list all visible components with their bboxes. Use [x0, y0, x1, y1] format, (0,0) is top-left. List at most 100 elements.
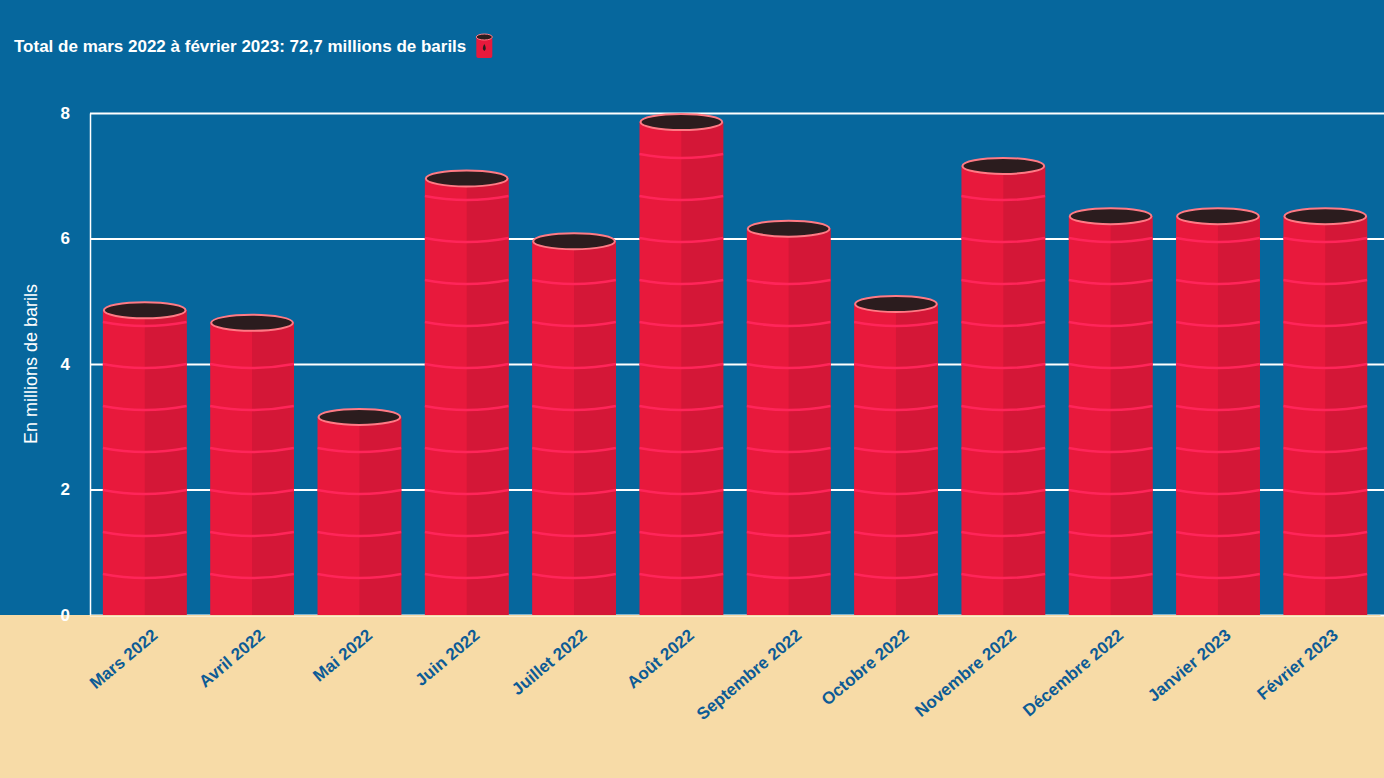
barrel-hoop — [1283, 490, 1367, 494]
barrel — [961, 158, 1045, 615]
y-tick-label: 0 — [61, 606, 70, 625]
bar-shade — [789, 229, 831, 615]
barrel-hoop — [318, 448, 402, 452]
grid-line — [90, 113, 1384, 115]
icon-drop — [483, 44, 486, 51]
x-tick-label: Juin 2022 — [412, 626, 484, 690]
barrel-hoop — [961, 406, 1045, 410]
bar — [961, 166, 1045, 615]
title-icon — [476, 34, 492, 58]
barrel-top — [104, 302, 186, 318]
bar — [103, 310, 187, 615]
x-tick-label: Mars 2022 — [86, 626, 161, 693]
barrel-hoop — [961, 574, 1045, 578]
barrel-hoop — [1283, 406, 1367, 410]
barrel-hoop — [425, 238, 509, 242]
y-tick-label: 4 — [61, 355, 71, 374]
bar — [318, 417, 402, 615]
barrel-hoop — [318, 532, 402, 536]
bar-shade — [1218, 216, 1260, 615]
bar-shade — [145, 310, 187, 615]
barrel-hoop — [1283, 322, 1367, 326]
barrel-hoop — [425, 532, 509, 536]
bar-shade — [467, 178, 509, 615]
barrel-top — [1284, 208, 1366, 224]
barrel-hoop — [532, 532, 616, 536]
bar-shade — [896, 304, 938, 615]
barrel-hoop — [854, 448, 938, 452]
x-tick-label: Septembre 2022 — [693, 626, 805, 724]
barrel-top — [962, 158, 1044, 174]
x-tick-label: Octobre 2022 — [818, 626, 913, 710]
barrel-hoop — [961, 238, 1045, 242]
barrel-hoop — [854, 322, 938, 326]
barrel-hoop — [747, 406, 831, 410]
barrel-hoop — [425, 490, 509, 494]
barrel-hoop — [1176, 406, 1260, 410]
x-tick: Mars 2022 — [86, 615, 161, 693]
barrel-hoop — [1069, 406, 1153, 410]
barrel-hoop — [103, 448, 187, 452]
barrel-hoop — [1176, 322, 1260, 326]
barrel-top — [319, 409, 401, 425]
barrel-hoop — [425, 322, 509, 326]
x-tick: Avril 2022 — [195, 615, 268, 691]
barrel-hoop — [639, 406, 723, 410]
bar — [639, 122, 723, 615]
barrel-hoop — [103, 574, 187, 578]
x-tick: Juillet 2022 — [508, 615, 590, 699]
bar — [210, 323, 294, 615]
barrel — [532, 233, 616, 615]
barrel — [425, 170, 509, 615]
barrel-hoop — [854, 490, 938, 494]
barrel-hoop — [961, 280, 1045, 284]
barrel-hoop — [210, 364, 294, 368]
barrel-top — [855, 296, 937, 312]
barrel-hoop — [1069, 364, 1153, 368]
barrel-hoop — [425, 406, 509, 410]
x-tick: Janvier 2023 — [1144, 615, 1234, 706]
barrel-hoop — [1176, 448, 1260, 452]
x-tick: Août 2022 — [623, 615, 697, 692]
x-tick-label: Avril 2022 — [195, 626, 268, 692]
barrel-hoop — [532, 280, 616, 284]
barrel — [854, 296, 938, 615]
barrel-top — [1177, 208, 1259, 224]
barrel — [1283, 208, 1367, 615]
barrel — [210, 315, 294, 615]
barrel-top — [533, 233, 615, 249]
y-tick-label: 2 — [61, 480, 70, 499]
barrel-hoop — [854, 574, 938, 578]
barrel-hoop — [1176, 574, 1260, 578]
barrel-hoop — [103, 532, 187, 536]
bar-shade — [1325, 216, 1367, 615]
barrel-hoop — [103, 322, 187, 326]
barrel-hoop — [318, 574, 402, 578]
barrel-hoop — [747, 574, 831, 578]
barrel-hoop — [1069, 238, 1153, 242]
y-tick-label: 6 — [61, 229, 70, 248]
bar — [747, 229, 831, 615]
barrel-hoop — [103, 406, 187, 410]
barrel-hoop — [639, 154, 723, 158]
x-tick: Février 2023 — [1254, 615, 1342, 704]
barrel-hoop — [1176, 490, 1260, 494]
barrel-hoop — [532, 490, 616, 494]
barrel-hoop — [532, 448, 616, 452]
barrel-hoop — [639, 280, 723, 284]
barrel-hoop — [1176, 364, 1260, 368]
chart: Total de mars 2022 à février 2023: 72,7 … — [0, 0, 1384, 778]
x-tick: Mai 2022 — [309, 615, 376, 686]
barrel — [318, 409, 402, 615]
bar — [1069, 216, 1153, 615]
bar — [425, 178, 509, 615]
barrel-hoop — [1176, 532, 1260, 536]
barrel-hoop — [103, 490, 187, 494]
barrel-hoop — [425, 448, 509, 452]
barrel-hoop — [425, 574, 509, 578]
barrel-hoop — [210, 406, 294, 410]
barrel-hoop — [210, 448, 294, 452]
barrel-hoop — [961, 322, 1045, 326]
barrel — [103, 302, 187, 615]
barrel-hoop — [1283, 448, 1367, 452]
